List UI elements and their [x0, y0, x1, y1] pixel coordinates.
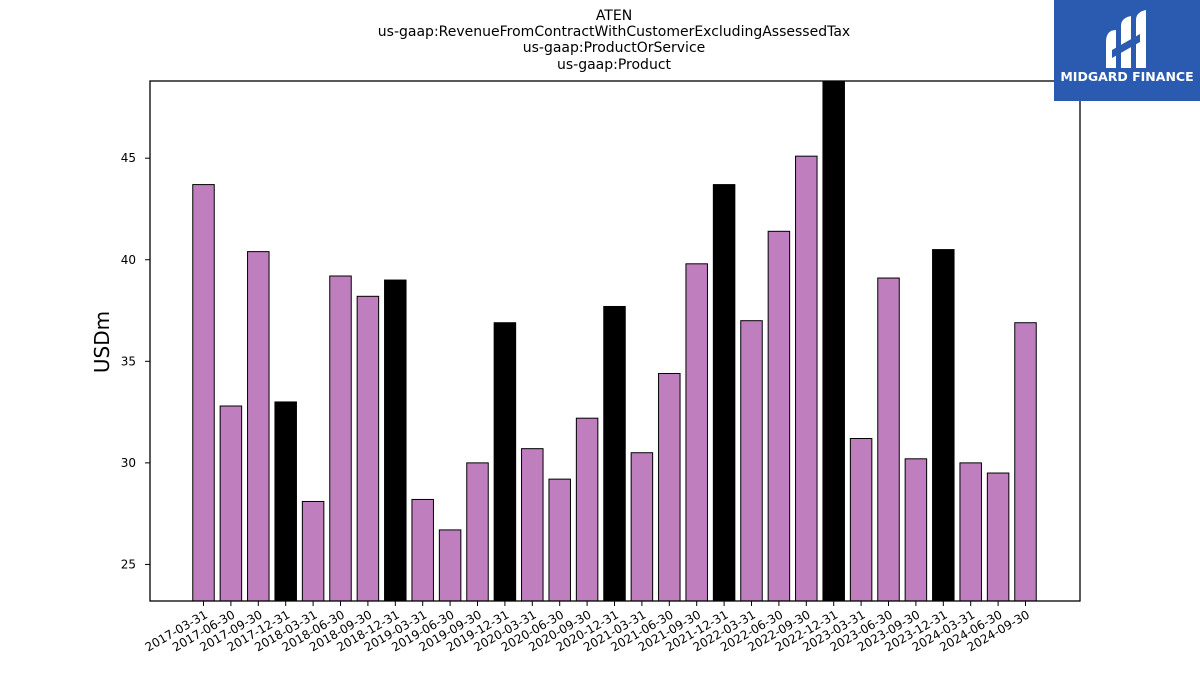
bar-2022-12-31	[822, 80, 845, 602]
midgard-logo-icon	[1106, 10, 1146, 68]
bar-2017-09-30	[247, 251, 270, 602]
y-tick-label: 40	[121, 253, 136, 267]
bar-2023-06-30	[877, 277, 900, 602]
midgard-logo: MIDGARD FINANCE	[1054, 0, 1200, 101]
bar-2017-06-30	[219, 405, 243, 602]
bar-2022-03-31	[740, 320, 763, 602]
bar-2024-03-31	[959, 462, 982, 602]
bar-2023-12-31	[932, 249, 955, 602]
logo-text: MIDGARD FINANCE	[1060, 69, 1193, 84]
bar-2024-06-30	[986, 472, 1010, 602]
bar-2020-06-30	[548, 478, 571, 602]
y-tick-label: 25	[121, 557, 136, 571]
bars-group	[192, 80, 1037, 602]
y-axis-ticks: 25 30 35 40 45	[121, 151, 150, 571]
title-line-3: us-gaap:ProductOrService	[523, 40, 706, 56]
bar-2018-12-31	[384, 279, 407, 602]
bar-2020-03-31	[521, 448, 544, 602]
bar-2019-06-30	[438, 529, 462, 602]
y-tick-label: 45	[121, 151, 136, 165]
bar-2019-03-31	[411, 498, 434, 602]
plot-frame	[149, 80, 1081, 602]
bar-2018-03-31	[301, 500, 325, 602]
bar-2022-09-30	[795, 155, 818, 602]
y-tick-label: 30	[121, 456, 136, 470]
bar-2018-06-30	[329, 275, 352, 602]
bar-2024-09-30	[1014, 322, 1037, 602]
bar-2023-09-30	[904, 458, 928, 602]
title-line-1: ATEN	[596, 8, 632, 24]
title-line-4: us-gaap:Product	[557, 57, 672, 73]
chart-title: ATEN us-gaap:RevenueFromContractWithCust…	[378, 8, 850, 73]
bar-2022-06-30	[767, 230, 791, 602]
bar-2019-09-30	[466, 462, 489, 602]
bar-2018-09-30	[356, 295, 380, 602]
title-line-2: us-gaap:RevenueFromContractWithCustomerE…	[378, 24, 850, 40]
bar-2017-03-31	[192, 184, 215, 602]
bar-2021-03-31	[630, 452, 654, 602]
y-axis-label: USDm	[90, 311, 114, 373]
bar-2020-12-31	[603, 305, 626, 602]
bar-2021-12-31	[712, 184, 736, 602]
x-axis-ticks: 2017-03-312017-06-302017-09-302017-12-31…	[143, 601, 1032, 654]
bar-2023-03-31	[849, 438, 873, 602]
bar-2021-06-30	[658, 373, 681, 602]
bar-2021-09-30	[685, 263, 708, 602]
bar-2020-09-30	[575, 417, 599, 602]
y-tick-label: 35	[121, 354, 136, 368]
bar-2017-12-31	[274, 401, 297, 602]
bar-2019-12-31	[493, 322, 517, 602]
